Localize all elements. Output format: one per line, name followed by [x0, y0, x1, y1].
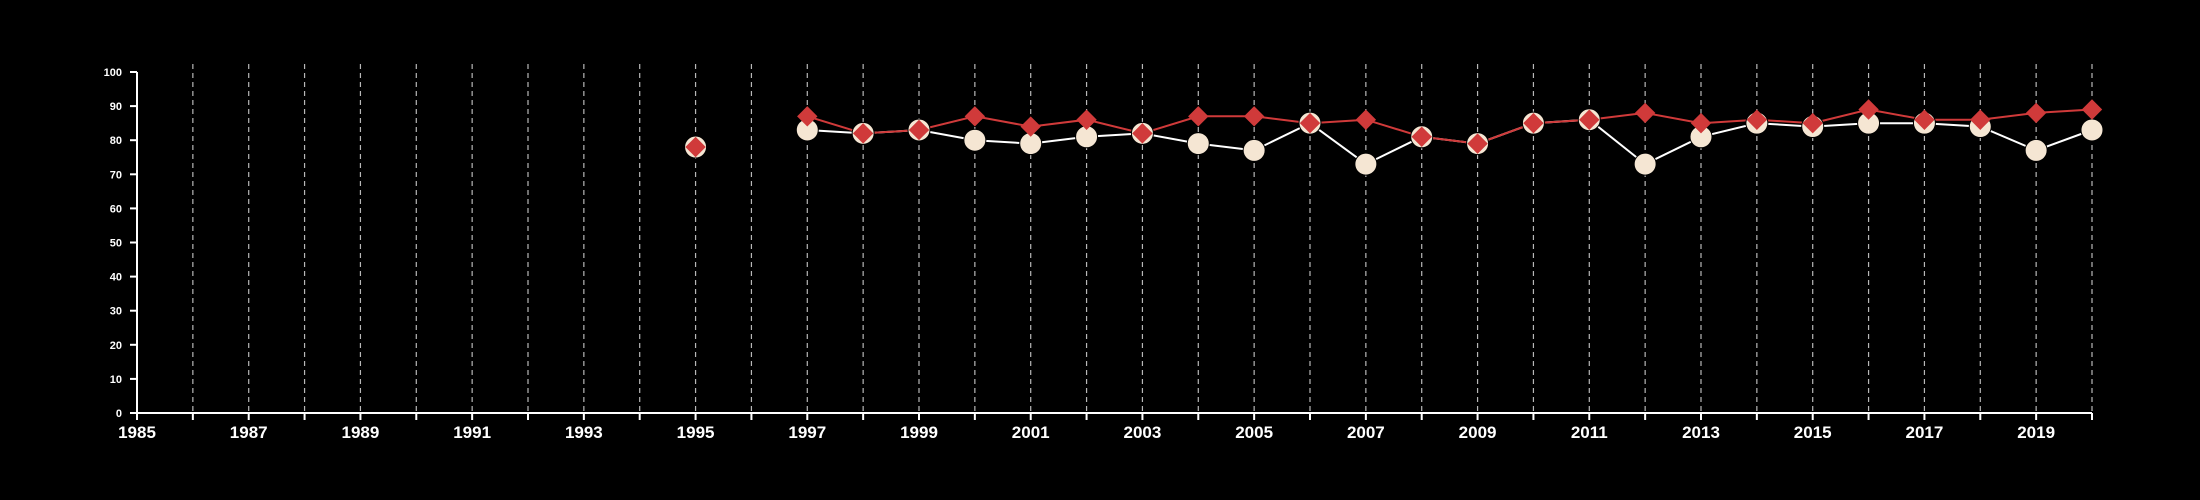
series-1-point [1186, 132, 1210, 156]
x-tick-label: 1997 [788, 423, 826, 442]
y-tick-label: 50 [110, 238, 122, 250]
x-tick-label: 2013 [1682, 423, 1720, 442]
series-2-point [685, 136, 706, 158]
x-tick-label: 1991 [453, 423, 491, 442]
series-2-point [1746, 109, 1768, 130]
y-tick-label: 0 [116, 408, 122, 420]
y-tick-label: 80 [110, 135, 122, 147]
x-tick-label: 1985 [118, 423, 156, 442]
y-tick-label: 90 [110, 101, 122, 113]
axis-layer: 0 10 20 30 40 50 60 70 80 90 100 1985 1987 1989 1991 19… [104, 67, 2093, 442]
series-2-point [964, 106, 986, 127]
x-tick-label: 1999 [900, 423, 938, 442]
series-2-point [1523, 112, 1544, 134]
series-2-point [1243, 106, 1265, 127]
x-tick-label: 2015 [1794, 423, 1832, 442]
series-2-point [1411, 126, 1432, 147]
series-2-point [1132, 123, 1153, 144]
y-tick-label: 10 [110, 374, 122, 386]
y-tick-label: 100 [104, 67, 122, 79]
x-tick-label: 2009 [1459, 423, 1497, 442]
series-2-point [1690, 112, 1712, 134]
y-tick-label: 60 [110, 203, 122, 215]
series-2-point [1355, 109, 1377, 130]
x-tick-label: 2011 [1571, 423, 1608, 442]
series-2-point [908, 119, 930, 141]
series-2-line [807, 108, 2093, 145]
series-1-point [1633, 152, 1657, 176]
series-1-line [807, 118, 2093, 166]
series-2-point [2025, 102, 2047, 124]
y-tick-label: 70 [110, 169, 122, 181]
x-tick-label: 1993 [565, 423, 603, 442]
series-2-point [852, 123, 874, 144]
series-1-point [963, 128, 987, 152]
series-2-point [1467, 133, 1488, 154]
series-2-point [1970, 109, 1991, 130]
series-2-point [1579, 109, 1600, 130]
series-1-point [2080, 118, 2104, 142]
x-tick-label: 2017 [1906, 423, 1944, 442]
series-2-point [1020, 116, 1041, 137]
series-1-point [2024, 138, 2048, 162]
grid-layer [192, 64, 2093, 413]
series-2-point [1188, 106, 1209, 127]
series-layer [684, 99, 2104, 176]
x-tick-label: 1989 [342, 423, 380, 442]
series-2-point [1802, 112, 1823, 134]
x-tick-label: 2005 [1235, 423, 1273, 442]
series-2-point [1634, 102, 1656, 124]
series-2-point [797, 106, 818, 127]
y-tick-label: 20 [110, 340, 122, 352]
series-2-point [1076, 109, 1097, 130]
series-1-point [1242, 138, 1266, 162]
x-tick-label: 2019 [2017, 423, 2055, 442]
x-tick-label: 2007 [1347, 423, 1385, 442]
x-tick-label: 1995 [677, 423, 715, 442]
series-2-point [1299, 112, 1321, 134]
x-tick-label: 2003 [1124, 423, 1162, 442]
series-2-point [2081, 99, 2103, 120]
series-2-point [1914, 109, 1935, 130]
x-tick-label: 1987 [230, 423, 268, 442]
y-tick-label: 40 [110, 272, 122, 284]
series-2-point [1858, 99, 1879, 120]
x-tick-label: 2001 [1012, 423, 1050, 442]
y-tick-label: 30 [110, 306, 122, 318]
series-1-point [1354, 152, 1378, 176]
